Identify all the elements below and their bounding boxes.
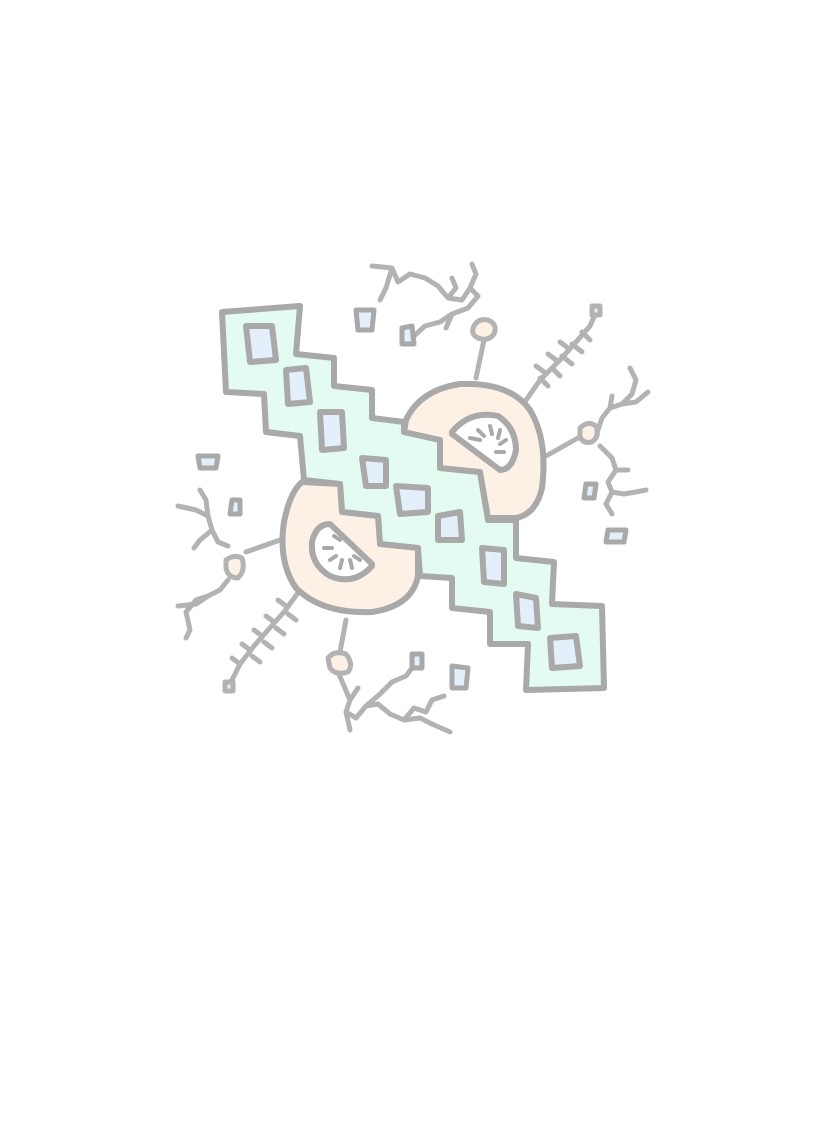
band-tile-3 <box>317 409 347 453</box>
floating-tile-1 <box>353 307 377 333</box>
antenna-bottom <box>325 617 354 676</box>
floating-tile-3 <box>195 453 221 471</box>
floating-tiles <box>195 307 629 691</box>
band-tile-1 <box>243 323 279 365</box>
floating-tile-7 <box>409 651 425 671</box>
gauge-lower-ticks <box>322 534 362 570</box>
band-tile-7 <box>479 545 507 587</box>
vine-left <box>175 487 231 641</box>
floating-tile-5 <box>581 481 599 501</box>
floating-tile-8 <box>449 663 471 691</box>
vine-bottom <box>335 665 453 735</box>
band-tile-5 <box>393 483 431 517</box>
vine-right-upper <box>589 365 651 443</box>
band-tile-6 <box>435 509 465 543</box>
antenna-left <box>223 537 283 581</box>
antenna-tip-left <box>222 679 236 694</box>
vines <box>175 261 651 735</box>
antenna-top <box>470 317 498 381</box>
floating-tile-6 <box>603 527 629 545</box>
vine-top <box>369 261 481 339</box>
floating-tile-2 <box>399 323 417 347</box>
antenna-tip-right <box>589 303 603 318</box>
band-tile-9 <box>547 633 583 671</box>
antennas <box>222 303 603 694</box>
antenna-right <box>543 420 600 459</box>
gauge-lower <box>308 521 375 583</box>
band-tile-4 <box>359 455 389 489</box>
vine-right-lower <box>597 443 649 517</box>
band-tile-8 <box>513 591 541 631</box>
antenna-right-stalk <box>519 309 599 409</box>
band-tile-2 <box>283 365 313 407</box>
gauge-upper-ticks <box>468 424 508 454</box>
band-tiles <box>243 323 583 671</box>
gauges <box>308 411 519 583</box>
floating-tile-4 <box>227 497 243 517</box>
antenna-left-stalk <box>227 587 303 687</box>
